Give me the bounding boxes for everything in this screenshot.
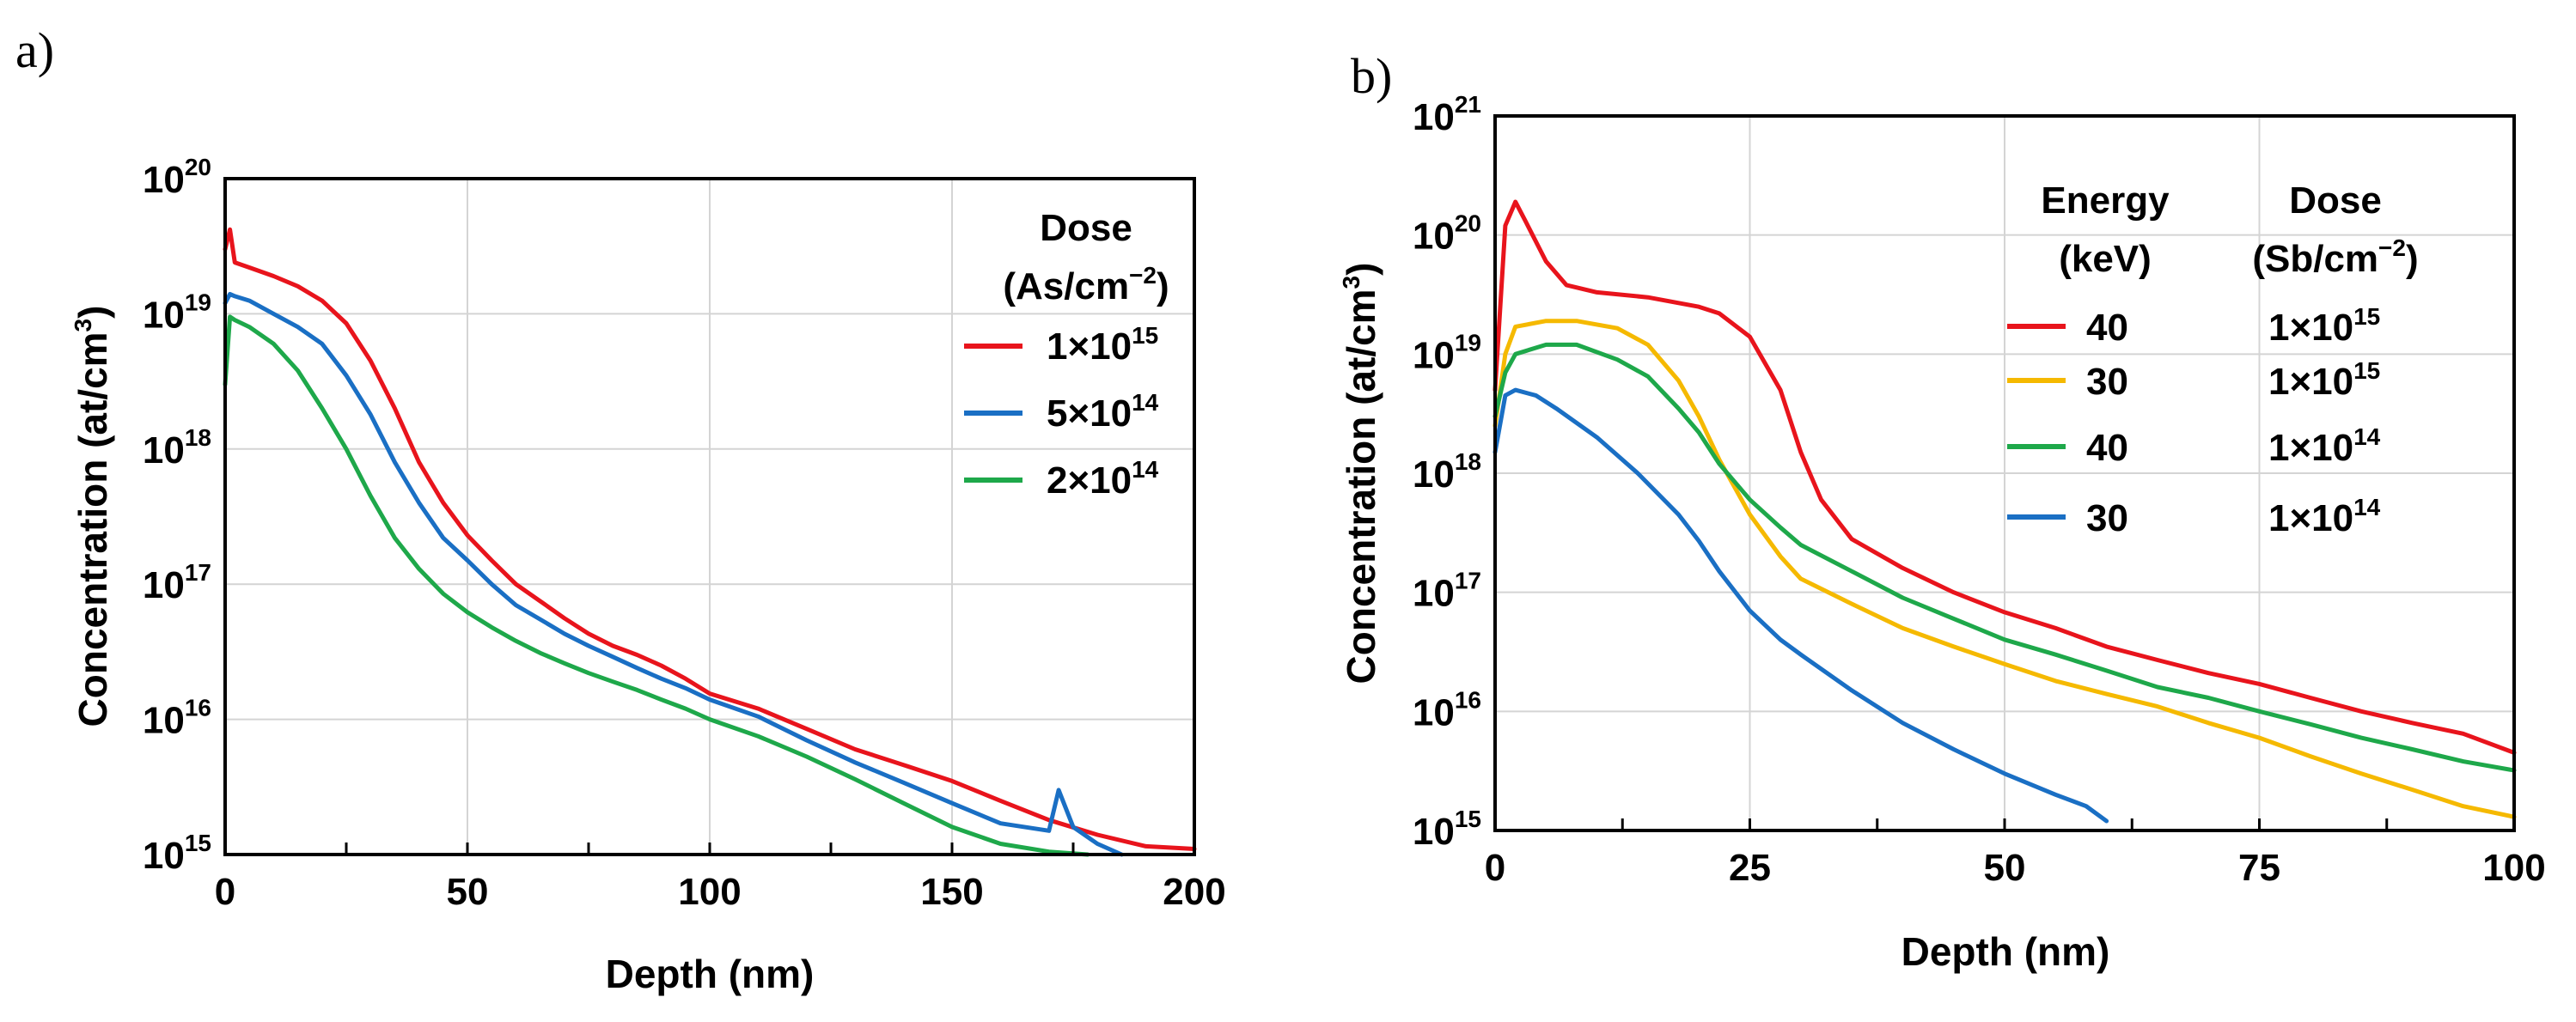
- panel-a-y-tick-label-1e19: 1019: [143, 289, 211, 336]
- panel-b-y-axis-title: Concentration (at/cm3): [1338, 263, 1383, 684]
- panel-b-ticks: [1621, 818, 2389, 830]
- panel-b-y-tick-label-1e16: 1016: [1413, 686, 1481, 733]
- panel-a-legend-title-line1: Dose: [1040, 207, 1132, 249]
- panel-a-ticks: [345, 843, 1075, 855]
- panel-b-legend-energy-unit: (keV): [2059, 238, 2152, 280]
- panel-b-legend-dose-3: 1×1014: [2268, 423, 2381, 469]
- panel-a-y-tick-label-1e16: 1016: [143, 695, 211, 742]
- panel-b-legend-dose-2: 1×1015: [2268, 357, 2380, 403]
- panel-a-y-tick-label-1e18: 1018: [143, 424, 211, 471]
- panel-a-series-line-2: [223, 291, 1124, 857]
- panel-b-y-tick-label-1e17: 1017: [1413, 568, 1481, 615]
- panel-b-x-tick-label-75: 75: [2238, 847, 2280, 889]
- panel-a-y-tick-label-1e17: 1017: [143, 559, 211, 606]
- panel-b-legend-energy-2: 30: [2086, 361, 2128, 403]
- panel-b-letter: b): [1351, 48, 1392, 104]
- panel-b-legend-dose-4: 1×1014: [2268, 494, 2381, 539]
- panel-b-series-line-4: [1492, 387, 2109, 824]
- panel-b-legend-energy-3: 40: [2086, 427, 2128, 469]
- panel-a-x-tick-label-0: 0: [215, 871, 235, 913]
- panel-b-legend-dose-unit: (Sb/cm−2): [2252, 234, 2418, 280]
- panel-b-legend-energy-header: Energy: [2041, 179, 2170, 222]
- panel-a-series-line-1: [223, 227, 1197, 851]
- panel-b-x-tick-label-50: 50: [1984, 847, 2026, 889]
- panel-b-legend: Energy (keV) Dose (Sb/cm−2) 40 1×1015 30…: [2007, 179, 2419, 539]
- panel-a-x-tick-label-50: 50: [447, 871, 489, 913]
- panel-a-y-tick-label-1e15: 1015: [143, 830, 211, 877]
- panel-a-legend-label-2e14: 2×1014: [1047, 456, 1159, 502]
- panel-b-legend-dose-header: Dose: [2289, 179, 2382, 222]
- panel-b-y-tick-labels: 1015 1016 1017 1018 1019 1020 1021: [1413, 91, 1481, 853]
- panel-a-legend: Dose (As/cm−2) 1×1015 5×1014 2×1014: [964, 207, 1169, 502]
- panel-b-y-tick-label-1e15: 1015: [1413, 806, 1481, 853]
- panel-b-x-tick-label-0: 0: [1485, 847, 1505, 889]
- panel-b-x-tick-labels: 0 25 50 75 100: [1485, 847, 2546, 889]
- panel-a-legend-title-line2: (As/cm−2): [1003, 262, 1169, 307]
- panel-a-x-axis-title: Depth (nm): [606, 952, 815, 996]
- panel-b-y-tick-label-1e18: 1018: [1413, 448, 1481, 496]
- panel-a-legend-label-1e15: 1×1015: [1047, 322, 1158, 368]
- panel-b-y-tick-label-1e21: 1021: [1413, 91, 1481, 138]
- panel-a-series-line-3: [223, 314, 1090, 857]
- panel-a-y-tick-labels: 1015 1016 1017 1018 1019 1020: [143, 154, 211, 877]
- panel-b-x-axis-title: Depth (nm): [1901, 929, 2110, 974]
- panel-b-legend-dose-1: 1×1015: [2268, 303, 2380, 349]
- panel-a-legend-label-5e14: 5×1014: [1047, 389, 1159, 435]
- panel-b-x-tick-label-100: 100: [2482, 847, 2545, 889]
- panel-a-series-group: [223, 227, 1197, 857]
- panel-a-y-tick-label-1e20: 1020: [143, 154, 211, 201]
- panel-a-letter: a): [15, 22, 54, 78]
- panel-b-series-line-3: [1492, 342, 2517, 773]
- panel-b-y-tick-label-1e20: 1020: [1413, 210, 1481, 258]
- panel-b-series-line-1: [1492, 199, 2517, 755]
- panel-b-gridlines: [1495, 116, 2514, 830]
- panel-a-x-tick-label-100: 100: [678, 871, 741, 913]
- panel-b-legend-energy-1: 40: [2086, 307, 2128, 349]
- panel-a-x-tick-labels: 0 50 100 150 200: [215, 871, 1226, 913]
- panel-b-series-line-2: [1492, 319, 2517, 819]
- panel-b-series-group: [1492, 199, 2517, 824]
- panel-a-x-tick-label-150: 150: [920, 871, 983, 913]
- panel-b-y-tick-label-1e19: 1019: [1413, 329, 1481, 376]
- panel-b-x-tick-label-25: 25: [1729, 847, 1771, 889]
- panel-b-legend-energy-4: 30: [2086, 497, 2128, 539]
- panel-a-y-axis-title: Concentration (at/cm3): [70, 306, 115, 727]
- panel-a-x-tick-label-200: 200: [1163, 871, 1225, 913]
